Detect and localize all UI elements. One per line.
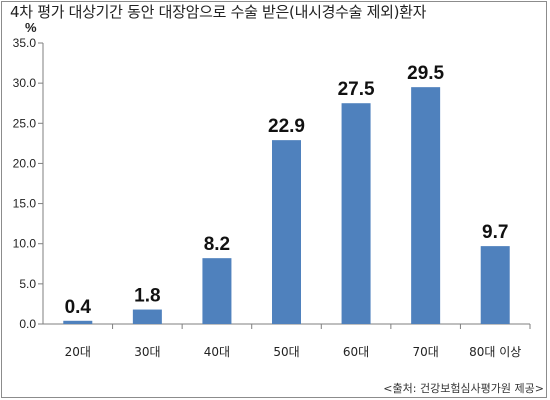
y-tick-label: 20.0 <box>13 156 37 170</box>
y-tick-label: 25.0 <box>13 116 37 130</box>
y-tick-label: 35.0 <box>13 36 37 50</box>
bar <box>480 246 510 324</box>
x-tick-label: 60대 <box>343 345 369 359</box>
unit-label: % <box>25 20 37 35</box>
x-tick-label: 80대 이상 <box>469 345 521 359</box>
source-note: <출처: 건강보험심사평가원 제공> <box>383 382 544 395</box>
bar <box>63 320 93 324</box>
data-label: 0.4 <box>65 297 92 318</box>
data-label: 9.7 <box>482 222 508 243</box>
y-tick-label: 15.0 <box>13 197 37 211</box>
bar <box>272 140 301 324</box>
y-tick-label: 0.0 <box>19 317 36 331</box>
y-tick-label: 5.0 <box>19 277 36 291</box>
chart-title: 4차 평가 대상기간 동안 대장암으로 수술 받은(내시경수술 제외)환자 <box>10 3 427 21</box>
data-label: 29.5 <box>407 63 444 84</box>
x-tick-label: 20대 <box>65 345 91 359</box>
y-tick-label: 30.0 <box>13 76 37 90</box>
data-label: 22.9 <box>268 116 305 137</box>
bar <box>132 309 162 324</box>
x-tick-label: 50대 <box>273 345 299 359</box>
data-label: 8.2 <box>204 234 230 255</box>
data-label: 1.8 <box>134 286 160 307</box>
x-tick-label: 70대 <box>412 345 438 359</box>
bar <box>202 258 232 324</box>
data-label: 27.5 <box>338 79 375 100</box>
x-tick-label: 40대 <box>204 345 230 359</box>
bar <box>341 103 371 324</box>
x-tick-label: 30대 <box>134 345 160 359</box>
bar <box>411 87 441 325</box>
y-tick-label: 10.0 <box>13 237 37 251</box>
